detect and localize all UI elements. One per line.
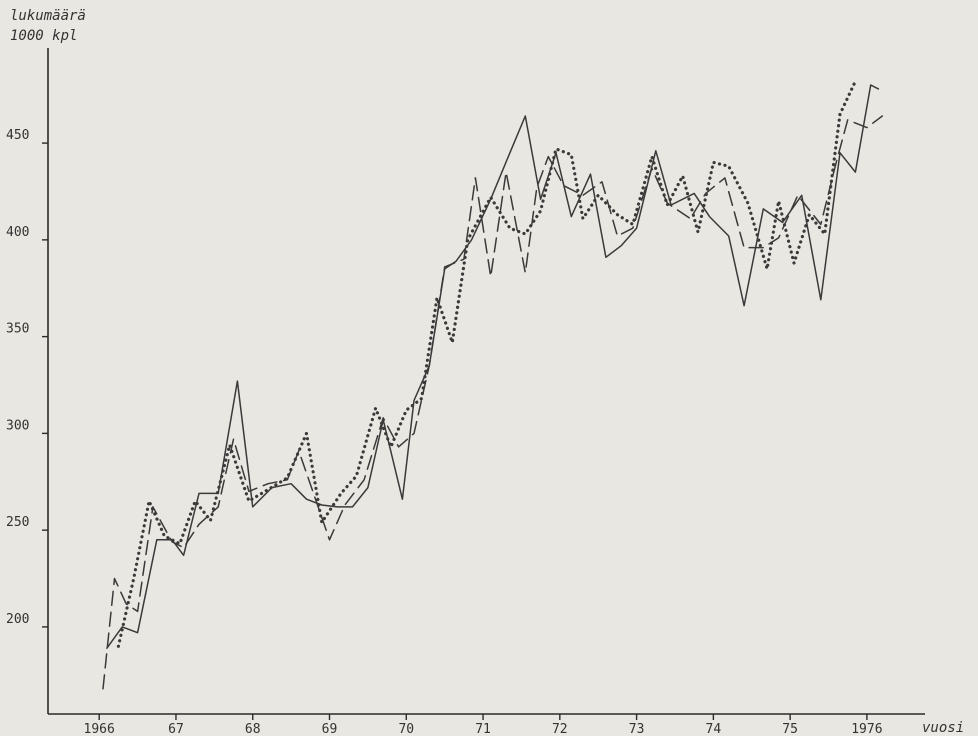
x-tick-label: 1966 xyxy=(84,722,115,736)
y-tick-label: 200 xyxy=(6,612,29,627)
y-tick-label: 400 xyxy=(6,225,29,240)
series-lines xyxy=(102,79,884,690)
x-tick-label: 73 xyxy=(629,722,645,736)
x-tick-label: 70 xyxy=(398,722,414,736)
y-tick-label: 300 xyxy=(6,418,29,433)
y-tick-label: 350 xyxy=(6,322,29,337)
x-tick-label: 74 xyxy=(706,722,722,736)
x-axis-title: vuosi xyxy=(922,720,964,736)
x-tick-label: 69 xyxy=(322,722,338,736)
series-solid-line xyxy=(106,84,880,649)
x-tick-label: 71 xyxy=(475,722,491,736)
x-tick-label: 67 xyxy=(168,722,184,736)
y-axis-title-line1: lukumäärä xyxy=(10,8,86,24)
y-tick-label: 250 xyxy=(6,515,29,530)
y-tick-label: 450 xyxy=(6,128,29,143)
x-tick-label: 72 xyxy=(552,722,568,736)
series-dotted-line xyxy=(116,79,858,648)
y-axis-title-line2: 1000 kpl xyxy=(10,28,77,44)
series-dashed-line xyxy=(102,115,884,690)
x-tick-label: 75 xyxy=(782,722,798,736)
x-tick-label: 1976 xyxy=(851,722,882,736)
axis-ticks: 200 250 300 350 400 450 1966 67 68 69 70 71 72 73 74 75… xyxy=(6,128,883,736)
x-tick-label: 68 xyxy=(245,722,261,736)
